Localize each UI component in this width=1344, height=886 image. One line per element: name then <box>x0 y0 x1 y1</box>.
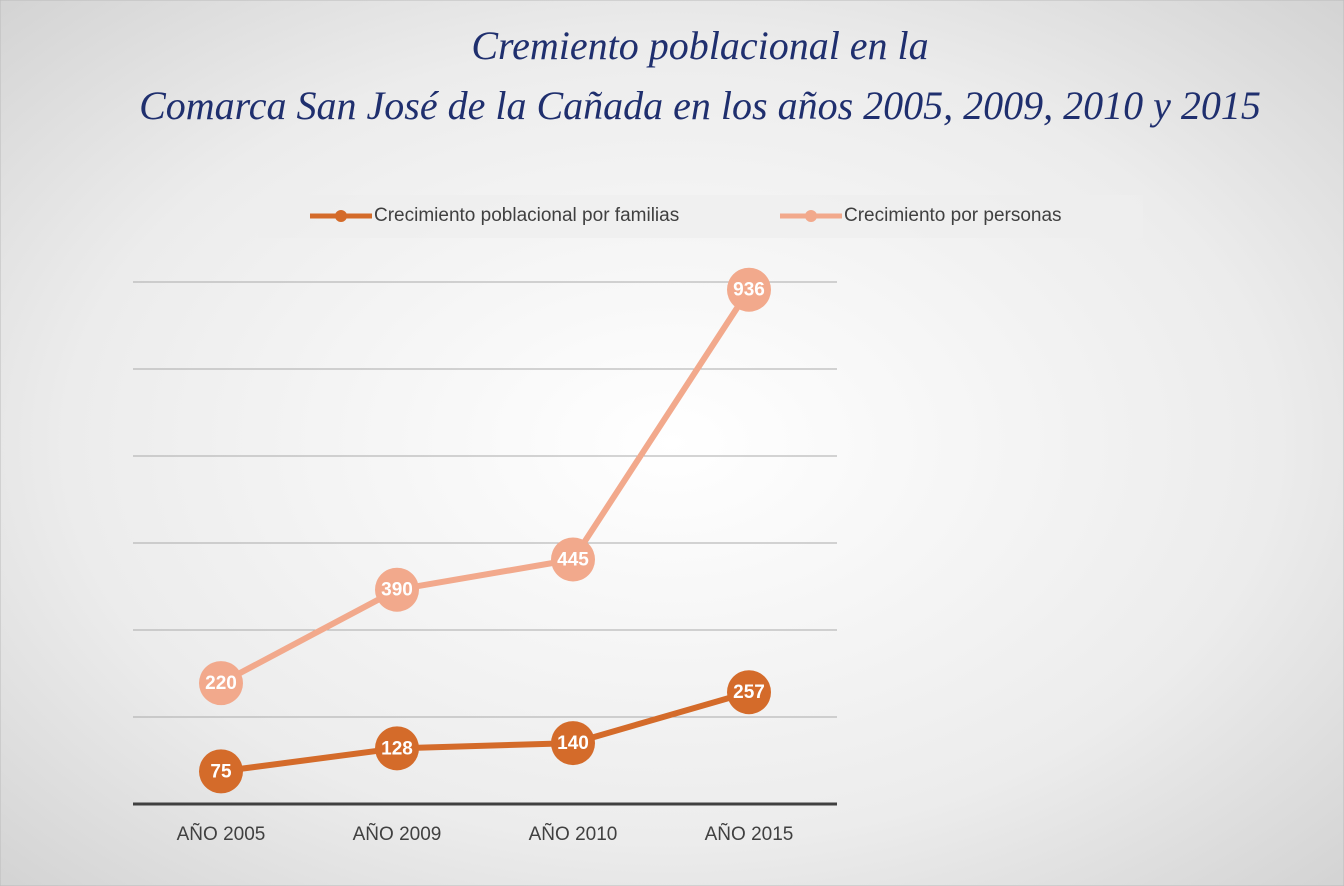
x-tick-label: AÑO 2010 <box>529 823 618 845</box>
legend-marker <box>805 210 817 222</box>
data-label: 140 <box>557 733 589 754</box>
data-label: 390 <box>381 580 413 601</box>
data-label: 75 <box>210 761 232 782</box>
series-line <box>219 288 752 686</box>
legend-label: Crecimiento poblacional por familias <box>374 205 679 226</box>
chart-title: Comarca San José de la Cañada en los año… <box>139 83 1261 128</box>
data-label: 445 <box>557 549 589 570</box>
x-tick-label: AÑO 2015 <box>705 823 794 845</box>
legend-label: Crecimiento por personas <box>844 205 1062 226</box>
legend-marker <box>335 210 347 222</box>
data-label: 257 <box>733 682 765 703</box>
data-point <box>375 567 419 612</box>
x-tick-label: AÑO 2005 <box>177 823 266 845</box>
legend-box <box>258 195 1143 238</box>
data-point <box>375 726 419 771</box>
data-label: 936 <box>733 280 765 301</box>
data-point <box>551 721 595 766</box>
series-line <box>220 689 750 775</box>
data-label: 128 <box>381 738 413 759</box>
x-tick-label: AÑO 2009 <box>353 823 442 845</box>
chart-title: Cremiento poblacional en la <box>471 23 928 68</box>
data-point <box>199 749 243 794</box>
data-point <box>551 537 595 582</box>
data-point <box>727 670 771 715</box>
data-point <box>727 267 771 312</box>
data-point <box>199 661 243 706</box>
data-label: 220 <box>205 673 237 694</box>
